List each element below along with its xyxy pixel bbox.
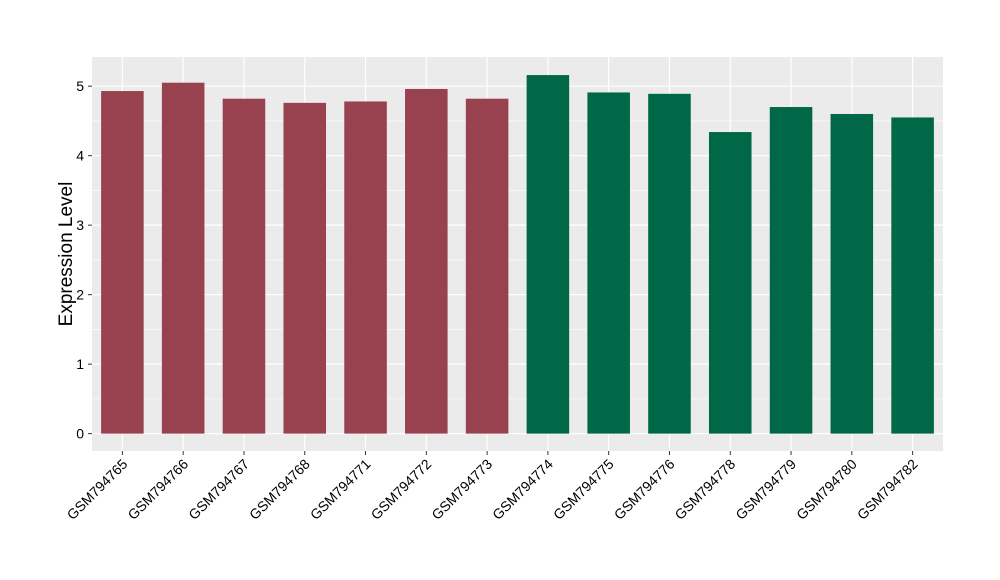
y-tick-label: 5 — [76, 78, 84, 94]
x-tick-label: GSM794768 — [246, 456, 313, 523]
bar-GSM794772 — [405, 88, 448, 434]
x-tick-label: GSM794766 — [124, 456, 191, 523]
x-tick-label: GSM794782 — [854, 456, 921, 523]
x-tick-label: GSM794773 — [428, 456, 495, 523]
x-tick-label: GSM794779 — [732, 456, 799, 523]
y-tick-label: 4 — [76, 148, 84, 164]
x-tick-label: GSM794767 — [185, 456, 252, 523]
y-axis-title: Expression Level — [56, 182, 77, 327]
bar-GSM794776 — [648, 93, 691, 434]
y-tick-label: 1 — [76, 356, 84, 372]
y-tick-label: 2 — [76, 287, 84, 303]
x-tick-label: GSM794780 — [793, 456, 860, 523]
x-tick-label: GSM794776 — [611, 456, 678, 523]
x-tick-label: GSM794775 — [550, 456, 617, 523]
x-tick-label: GSM794778 — [671, 456, 738, 523]
bar-GSM794778 — [708, 132, 752, 434]
bar-GSM794765 — [101, 91, 144, 434]
y-tick-label: 3 — [76, 217, 84, 233]
bar-GSM794780 — [830, 113, 874, 434]
bar-GSM794774 — [526, 75, 570, 434]
x-tick-label: GSM794771 — [307, 456, 374, 523]
x-tick-label: GSM794772 — [368, 456, 435, 523]
bar-GSM794771 — [344, 101, 387, 434]
x-tick-label: GSM794774 — [489, 456, 556, 523]
bars — [101, 75, 934, 434]
y-tick-label: 0 — [76, 426, 84, 442]
bar-GSM794767 — [222, 98, 266, 434]
bar-GSM794775 — [587, 92, 630, 434]
x-tick-label: GSM794765 — [64, 456, 131, 523]
bar-GSM794779 — [769, 107, 813, 434]
plot-panel — [92, 57, 943, 451]
bar-GSM794768 — [283, 102, 327, 434]
bar-GSM794782 — [891, 117, 934, 434]
bar-GSM794766 — [161, 82, 205, 434]
bar-GSM794773 — [465, 98, 509, 434]
